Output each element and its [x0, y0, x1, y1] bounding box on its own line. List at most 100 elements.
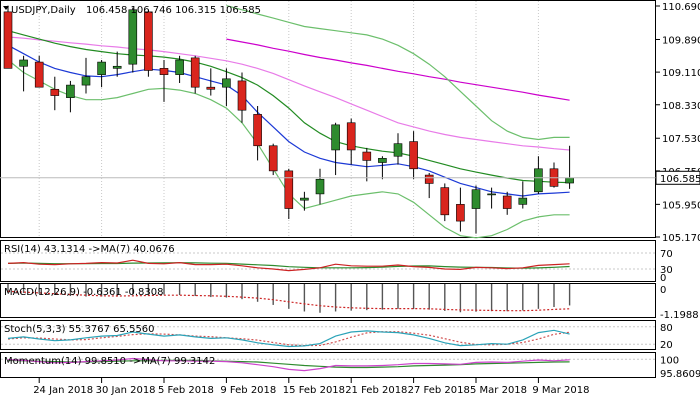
candle-body — [175, 59, 184, 75]
candle — [50, 76, 60, 111]
price-tick-label: 105.950 — [662, 200, 700, 211]
candle-body — [19, 59, 28, 67]
candle — [456, 187, 465, 232]
candle — [424, 172, 434, 199]
candle — [300, 191, 309, 211]
candle-body — [50, 88, 60, 96]
candle-body — [362, 151, 372, 161]
momentum-label: Momentum(14) 99.8510 ->MA(7) 99.3142 — [4, 356, 215, 367]
candle-body — [331, 124, 340, 151]
candle — [487, 187, 496, 209]
candle-body — [440, 187, 450, 216]
candle-body — [253, 114, 262, 147]
candle-body — [222, 78, 231, 88]
momentum-ma-line — [7, 359, 570, 369]
candle-body — [300, 197, 309, 201]
candle — [128, 7, 138, 73]
price-tick-label: 109.890 — [662, 35, 700, 46]
rsi-gridlines — [1, 252, 656, 270]
rsi-axis: 70 300 — [660, 249, 673, 284]
candlesticks — [3, 5, 574, 234]
candle — [471, 185, 481, 234]
price-axis: 110.690109.890109.110108.330107.530106.7… — [656, 2, 700, 244]
candle-body — [128, 9, 138, 65]
candle-body — [112, 65, 122, 69]
price-tick-label: 107.530 — [662, 134, 700, 145]
overlay-line — [226, 38, 570, 101]
candle-body — [487, 193, 496, 196]
stoch-label: Stoch(5,3,3) 55.3767 65.5560 — [4, 324, 155, 335]
candle-body — [34, 61, 44, 88]
stoch-d-line — [7, 331, 570, 347]
last-price-box — [655, 170, 700, 185]
date-axis: 24 Jan 2018 30 Jan 2018 5 Feb 2018 9 Feb 20… — [33, 378, 589, 396]
date-tick-label: 9 Mar 2018 — [532, 385, 589, 396]
candle — [331, 122, 340, 176]
candle — [237, 72, 247, 123]
candle-body — [144, 11, 153, 71]
candle — [97, 59, 106, 88]
candle — [144, 9, 153, 77]
ohlc-label: 106.458 106.746 106.315 106.585 — [86, 5, 261, 16]
candle-body — [456, 204, 465, 222]
rsi-tick-label: 30 — [660, 265, 673, 276]
date-tick-label: 5 Mar 2018 — [470, 385, 527, 396]
candle — [315, 168, 325, 205]
candle — [284, 168, 294, 220]
rsi-tick-label: 0 — [660, 273, 666, 284]
candle — [159, 59, 169, 102]
macd-tick-label: 0 — [660, 285, 666, 296]
date-tick-label: 24 Jan 2018 — [33, 385, 93, 396]
stoch-k-line — [7, 329, 570, 348]
symbol-label: USDJPY,Daily — [11, 5, 76, 16]
macd-label: MACD(12,26,9) -0.6361 -0.8308 — [4, 287, 164, 298]
rsi-tick-label: 70 — [660, 249, 673, 260]
candle-body — [534, 168, 543, 193]
price-gridlines — [38, 1, 539, 237]
candle — [81, 57, 91, 94]
candle — [112, 51, 122, 77]
date-tick-label: 21 Feb 2018 — [345, 385, 407, 396]
candle-body — [409, 141, 418, 170]
triangle-down-icon — [3, 6, 9, 10]
candle-body — [159, 68, 169, 75]
last-price-label: 106.585 — [660, 174, 700, 185]
overlay-line — [226, 5, 570, 141]
rsi-label: RSI(14) 43.1314 ->MA(7) 40.0676 — [4, 244, 175, 255]
candle-body — [268, 145, 278, 172]
momentum-line — [7, 357, 570, 372]
candle-body — [502, 195, 512, 209]
candle — [34, 55, 44, 88]
candle-body — [471, 189, 481, 209]
candle — [393, 133, 403, 165]
candle — [346, 118, 356, 165]
last-price-marker: 106.585 — [0, 170, 700, 185]
macd-histogram — [7, 284, 571, 313]
candle-body — [81, 76, 91, 86]
candle — [253, 106, 262, 161]
candle-body — [424, 174, 434, 184]
candle-body — [378, 158, 387, 163]
momentum-tick-label: 100 — [660, 355, 679, 366]
price-tick-label: 105.170 — [662, 233, 700, 244]
candle — [19, 55, 28, 92]
candle-body — [315, 178, 325, 195]
candle-body — [346, 122, 356, 151]
price-tick-label: 108.330 — [662, 101, 700, 112]
candle — [206, 68, 216, 96]
macd-axis: 0 -1.1988 — [660, 285, 699, 321]
candle-body — [565, 177, 574, 184]
candle-body — [393, 143, 403, 157]
stoch-gridlines — [1, 326, 656, 345]
momentum-tick-label: 95.8609 — [660, 369, 700, 380]
candle-body — [518, 197, 528, 205]
overlay-line — [7, 36, 570, 151]
candle-body — [206, 86, 216, 90]
candle-body — [190, 57, 200, 88]
candle — [362, 147, 372, 182]
momentum-axis: 100 95.8609 — [660, 355, 700, 380]
candle-body — [97, 61, 106, 75]
macd-signal-line — [7, 290, 570, 312]
momentum-lines — [7, 357, 570, 372]
